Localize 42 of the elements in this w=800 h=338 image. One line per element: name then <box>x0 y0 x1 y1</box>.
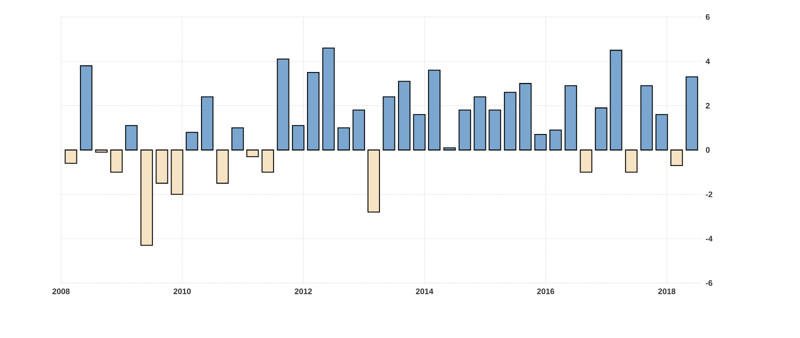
bar <box>594 107 608 150</box>
bar <box>382 96 396 150</box>
bar <box>534 134 547 150</box>
bar <box>307 72 320 150</box>
bar <box>580 150 592 173</box>
bar <box>80 65 92 150</box>
bar <box>474 96 486 150</box>
bar <box>458 110 472 150</box>
bar <box>156 150 168 184</box>
bar <box>670 150 683 166</box>
bar <box>216 150 229 184</box>
bar <box>201 96 214 150</box>
bar <box>640 85 653 150</box>
bar <box>186 132 198 150</box>
bar <box>610 50 622 150</box>
bar <box>95 150 108 153</box>
bar <box>443 147 456 150</box>
bar <box>140 150 153 246</box>
bar <box>655 114 668 150</box>
bar <box>246 150 259 158</box>
bar <box>428 70 440 150</box>
bar <box>352 110 365 150</box>
bar <box>231 127 244 150</box>
bar <box>519 83 532 150</box>
bar <box>686 76 698 150</box>
bar <box>504 92 516 150</box>
bar <box>170 150 184 195</box>
bar <box>262 150 274 173</box>
bar <box>110 150 123 173</box>
bar <box>368 150 380 213</box>
bar <box>338 127 350 150</box>
bar <box>564 85 578 150</box>
bar <box>625 150 638 173</box>
bar <box>64 150 78 164</box>
bar <box>488 110 502 150</box>
bar <box>322 48 335 150</box>
bar <box>549 130 562 150</box>
bar <box>125 125 138 150</box>
bar <box>413 114 426 150</box>
bar <box>276 58 290 150</box>
bar <box>292 125 304 150</box>
bar <box>398 80 410 150</box>
